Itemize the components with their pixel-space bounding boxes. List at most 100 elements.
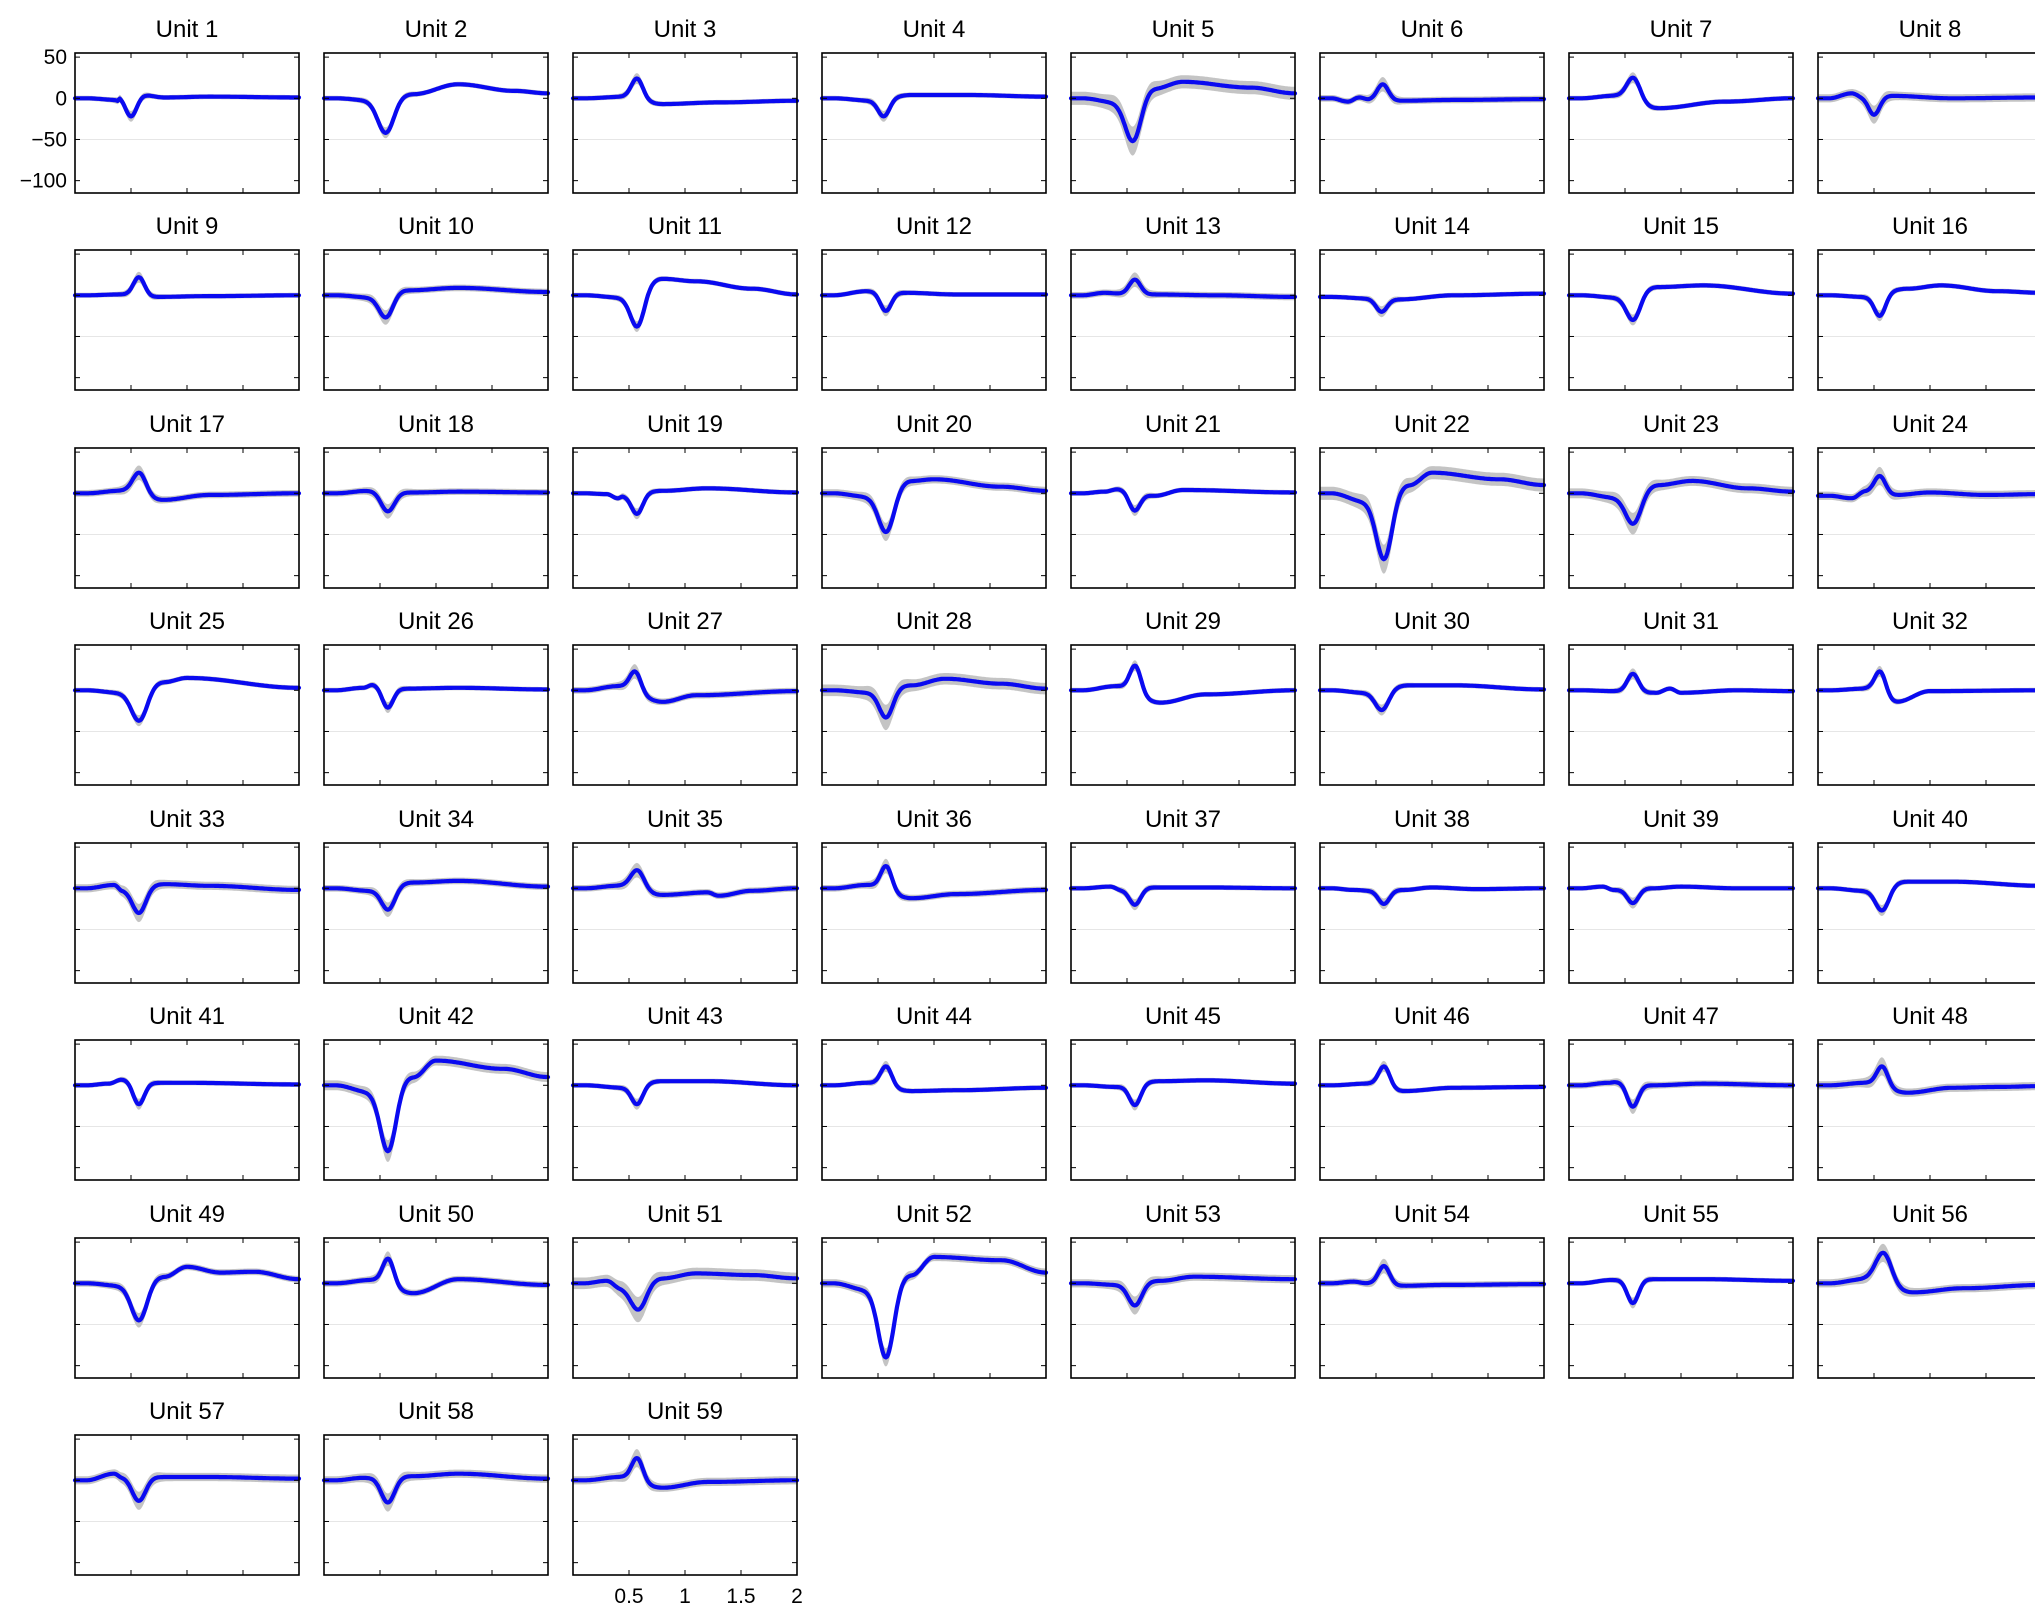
panel-frame <box>1568 52 1794 194</box>
unit-title: Unit 48 <box>1892 1003 1968 1030</box>
panel-frame <box>1319 52 1545 194</box>
unit-title: Unit 16 <box>1892 213 1968 240</box>
x-tick-label: 2 <box>791 1585 803 1608</box>
unit-panel: Unit 56 <box>1815 1201 2035 1379</box>
unit-title: Unit 17 <box>149 411 225 438</box>
unit-panel: Unit 51 <box>570 1201 800 1379</box>
unit-title: Unit 29 <box>1145 608 1221 635</box>
unit-panel: Unit 32 <box>1815 608 2035 786</box>
unit-title: Unit 7 <box>1650 16 1713 43</box>
unit-panel: Unit 1 50 0 −50 −100 <box>20 16 302 194</box>
unit-panel: Unit 44 <box>819 1003 1049 1181</box>
waveform-mean-line <box>1566 884 1796 906</box>
panel-frame <box>323 1434 549 1576</box>
unit-panel: Unit 31 <box>1566 608 1796 786</box>
waveform-mean-line <box>1566 1080 1796 1109</box>
unit-panel: Unit 54 <box>1317 1201 1547 1379</box>
waveform-error-band <box>1320 1258 1544 1290</box>
unit-title: Unit 21 <box>1145 411 1221 438</box>
unit-title: Unit 49 <box>149 1201 225 1228</box>
waveform-error-band <box>1320 291 1544 318</box>
panel-frame <box>1817 1237 2035 1379</box>
unit-panel: Unit 18 <box>321 411 551 589</box>
unit-title: Unit 14 <box>1394 213 1470 240</box>
unit-panel: Unit 40 <box>1815 806 2035 984</box>
panel-frame <box>74 1434 300 1576</box>
waveform-mean-line <box>1815 91 2035 117</box>
y-tick-label: −100 <box>20 170 67 193</box>
unit-panel: Unit 14 <box>1317 213 1547 391</box>
panel-frame <box>74 842 300 984</box>
waveform-error-band <box>822 92 1046 122</box>
unit-title: Unit 55 <box>1643 1201 1719 1228</box>
panel-frame <box>1817 249 2035 391</box>
waveform-mean-line <box>1815 669 2035 704</box>
panel-frame <box>1568 249 1794 391</box>
waveform-mean-line <box>1815 473 2035 501</box>
panel-frame <box>572 249 798 391</box>
panel-frame <box>74 249 300 391</box>
panel-frame <box>1319 644 1545 786</box>
panel-frame <box>74 52 300 194</box>
waveform-error-band <box>1818 282 2035 322</box>
waveform-mean-line <box>1566 1277 1796 1306</box>
waveform-error-band <box>324 1469 548 1512</box>
waveform-mean-line <box>1566 671 1796 695</box>
panel-frame <box>1568 842 1794 984</box>
unit-panel: Unit 7 <box>1566 16 1796 194</box>
waveform-error-band <box>822 475 1046 542</box>
unit-panel: Unit 46 <box>1317 1003 1547 1181</box>
waveform-mean-line <box>570 1079 800 1107</box>
panel-grid: Unit 1 50 0 −50 −100 Unit 2 Unit 3 Unit 4 Unit 5… <box>20 16 2035 1608</box>
unit-panel: Unit 34 <box>321 806 551 984</box>
waveform-mean-line <box>570 669 800 704</box>
panel-frame <box>1568 1039 1794 1181</box>
unit-panel: Unit 25 <box>72 608 302 786</box>
panel-frame <box>323 52 549 194</box>
panel-frame <box>1568 447 1794 589</box>
y-tick-label: 0 <box>55 87 67 110</box>
panel-frame <box>1817 447 2035 589</box>
unit-title: Unit 46 <box>1394 1003 1470 1030</box>
waveform-mean-line <box>1317 1263 1547 1288</box>
unit-panel: Unit 48 <box>1815 1003 2035 1181</box>
waveform-error-band <box>75 271 299 300</box>
unit-panel: Unit 55 <box>1566 1201 1796 1379</box>
waveform-error-band <box>1569 476 1793 535</box>
unit-title: Unit 23 <box>1643 411 1719 438</box>
waveform-mean-line <box>570 76 800 107</box>
unit-panel: Unit 41 <box>72 1003 302 1181</box>
waveform-error-band <box>324 487 548 519</box>
panel-frame <box>821 644 1047 786</box>
panel-frame <box>1817 52 2035 194</box>
unit-panel: Unit 38 <box>1317 806 1547 984</box>
unit-panel: Unit 33 <box>72 806 302 984</box>
waveform-error-band <box>75 879 299 923</box>
unit-panel: Unit 3 <box>570 16 800 194</box>
unit-title: Unit 38 <box>1394 806 1470 833</box>
panel-frame <box>572 842 798 984</box>
unit-title: Unit 37 <box>1145 806 1221 833</box>
waveform-mean-line <box>72 1471 302 1503</box>
unit-panel: Unit 11 <box>570 213 800 391</box>
panel-frame <box>1070 644 1296 786</box>
panel-frame <box>1817 1039 2035 1181</box>
panel-frame <box>74 447 300 589</box>
waveform-mean-line <box>1566 283 1796 323</box>
unit-panel: Unit 30 <box>1317 608 1547 786</box>
unit-title: Unit 12 <box>896 213 972 240</box>
waveform-mean-line <box>72 275 302 299</box>
unit-title: Unit 31 <box>1643 608 1719 635</box>
waveform-mean-line <box>819 676 1049 720</box>
unit-title: Unit 27 <box>647 608 723 635</box>
panel-frame <box>572 52 798 194</box>
waveform-error-band <box>1818 665 2035 705</box>
unit-panel: Unit 24 <box>1815 411 2035 589</box>
unit-panel: Unit 52 <box>819 1201 1049 1379</box>
unit-title: Unit 45 <box>1145 1003 1221 1030</box>
panel-frame <box>1568 1237 1794 1379</box>
unit-title: Unit 25 <box>149 608 225 635</box>
panel-frame <box>74 1237 300 1379</box>
unit-title: Unit 36 <box>896 806 972 833</box>
unit-title: Unit 58 <box>398 1398 474 1425</box>
